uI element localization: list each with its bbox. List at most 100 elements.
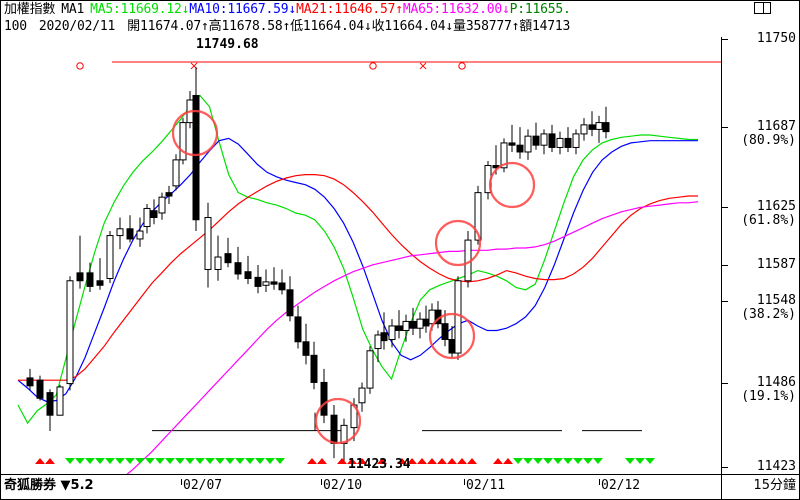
signal-up-triangle-icon [503,458,513,464]
signal-up-triangle-icon [467,458,477,464]
price-axis-label: 11687 (80.9%) [741,120,796,148]
candle-body-down [320,381,328,416]
candle-body-down [516,144,524,153]
candle-body-down [86,272,94,287]
signal-down-triangle-icon [533,458,543,464]
time-axis-bar: 奇狐勝券 ▼5.2 02/07 02/10 02/11 02/12 15分鐘 [1,474,799,499]
price-axis-label: 11750 [757,32,796,46]
signal-up-triangle-icon [317,458,327,464]
brand-label: 奇狐勝券 ▼5.2 [4,478,94,493]
signal-down-triangle-icon [95,458,105,464]
candle-body-up [402,320,410,331]
signal-up-triangle-icon [427,458,437,464]
candle-body-down [409,320,417,329]
top-marker-circle-icon [458,62,466,70]
signal-up-triangle-icon [457,458,467,464]
signal-marker-row [35,458,655,464]
time-axis-label: 02/11 [463,478,506,493]
price-axis-value: 11423 [756,459,796,474]
price-axis-value: 11486 [756,375,796,390]
candle-body-down [244,271,252,280]
signal-up-triangle-icon [447,458,457,464]
signal-down-triangle-icon [145,458,155,464]
time-axis-labels: 奇狐勝券 ▼5.2 02/07 02/10 02/11 02/12 [1,475,722,499]
signal-down-triangle-icon [125,458,135,464]
amount-value: 額14713 [519,19,571,34]
signal-up-triangle-icon [417,458,427,464]
candle-body-down [270,281,278,285]
candle-body-down [294,316,302,343]
price-axis[interactable]: 11750 11687 (80.9%) 11625 (61.8%) 11587 11548(… [722,32,799,474]
candle-body-down [548,133,556,148]
annotation-circle [488,161,536,209]
candle-body-down [422,318,430,327]
signal-down-triangle-icon [175,458,185,464]
signal-up-triangle-icon [357,458,367,464]
candle-body-up [580,124,588,135]
candle-body-down [448,339,456,354]
candle-body-down [36,379,44,399]
ma21-arrow-icon: ↑ [395,2,403,17]
ma-line-ma10 [17,137,698,403]
signal-up-triangle-icon [377,458,387,464]
candle-body-down [330,414,338,444]
signal-down-triangle-icon [583,458,593,464]
high-value: 高11678.58 [208,19,283,34]
candle-body-up [214,256,222,270]
signal-up-triangle-icon [407,458,417,464]
candle-body-down [26,377,34,387]
p-value: P:11655. [509,2,571,17]
signal-down-triangle-icon [625,458,635,464]
price-axis-fib-pct: (38.2%) [741,307,796,322]
signal-down-triangle-icon [573,458,583,464]
candle-body-down [380,332,388,342]
time-axis-label: 02/10 [320,478,363,493]
ma10-arrow-icon: ↓ [288,2,297,17]
signal-up-triangle-icon [307,458,317,464]
price-axis-label: 11587 [757,258,796,272]
ma10-value: MA10:11667.59 [189,2,289,17]
price-axis-tick [722,383,728,384]
signal-down-triangle-icon [553,458,563,464]
candle-body-down [234,262,242,275]
signal-down-triangle-icon [645,458,655,464]
candle-body-up [262,281,270,286]
candle-body-up [388,325,396,341]
close-value: 收11664.04 [371,19,446,34]
signal-down-triangle-icon [135,458,145,464]
signal-up-triangle-icon [347,458,357,464]
candle-body-down [254,276,262,287]
high-arrow-icon: ↑ [282,19,291,34]
signal-up-triangle-icon [397,458,407,464]
signal-down-triangle-icon [593,458,603,464]
chart-frame: 11749.68 11423.34 11750 11687 (80.9%) 11625… [1,32,799,474]
signal-down-triangle-icon [75,458,85,464]
signal-up-triangle-icon [45,458,55,464]
price-axis-fib-pct: (61.8%) [741,213,796,228]
annotation-circle [428,312,476,360]
ma5-arrow-icon: ↓ [181,2,190,17]
candle-body-up [158,196,166,214]
price-axis-value: 11548 [756,293,796,308]
candle-body-up [136,230,144,240]
signal-down-triangle-icon [513,458,523,464]
time-axis-label: 02/07 [180,478,223,493]
price-plot-area[interactable]: 11749.68 11423.34 [2,37,722,474]
price-axis-value: 11750 [756,31,796,46]
candle-body-up [179,122,187,161]
candle-body-up [116,228,124,237]
quote-date: 2020/02/11 [38,19,116,34]
price-axis-fib-pct: (80.9%) [741,133,796,148]
candle-body-up [358,387,366,404]
ma65-arrow-icon: ↓ [502,2,510,17]
signal-down-triangle-icon [115,458,125,464]
ma65-value: MA65:11632.00 [402,2,503,17]
price-axis-label: 11486 (19.1%) [741,376,796,404]
candle-body-up [106,235,114,280]
candle-body-up [595,122,603,130]
price-axis-value: 11625 [756,199,796,214]
volume-value: 量358777 [453,19,512,34]
interval-label: 15分鐘 [753,478,796,493]
window-restore-icon[interactable] [754,2,771,14]
